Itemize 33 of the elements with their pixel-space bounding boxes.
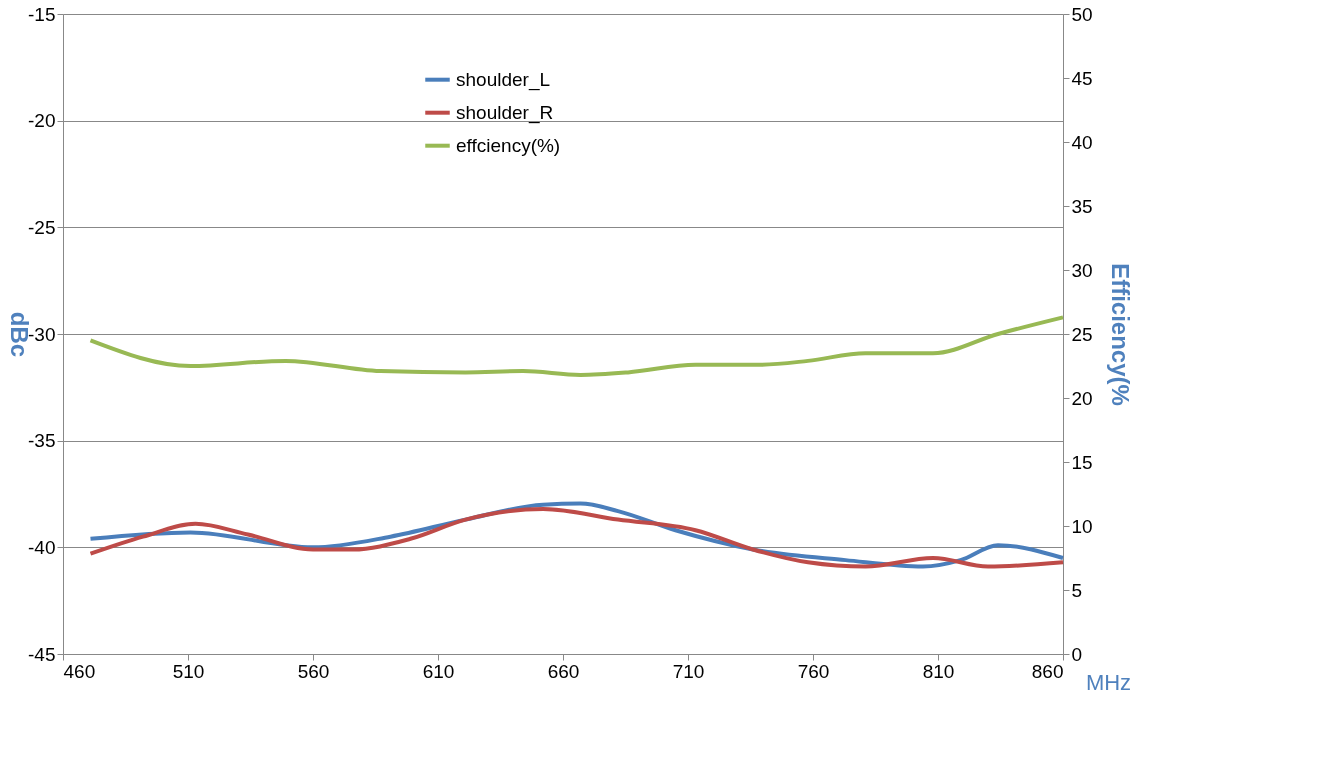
y2-axis-title: Efficiency(% (1106, 263, 1134, 406)
y2-tick-label: 40 (1071, 131, 1093, 153)
y2-tick-label: 45 (1071, 67, 1093, 89)
x-tick-label: 660 (547, 660, 580, 682)
x-tick-label: 760 (797, 660, 830, 682)
y-tick-label: -20 (28, 110, 56, 132)
y2-tick-label: 50 (1071, 3, 1093, 25)
x-tick-label: 810 (922, 660, 955, 682)
y-tick-label: -25 (28, 216, 56, 238)
y-tick-label: -15 (28, 3, 56, 25)
y2-tick-label: 30 (1071, 259, 1093, 281)
legend-label: shoulder_L (456, 68, 551, 91)
x-tick-label: 610 (422, 660, 455, 682)
y2-tick-label: 25 (1071, 323, 1093, 345)
line-series (88, 315, 1065, 377)
y2-tick-label: 15 (1071, 451, 1093, 473)
y-tick-label: -40 (28, 536, 56, 558)
x-tick-label: 860 (1031, 660, 1064, 682)
x-tick-label: 510 (172, 660, 205, 682)
x-tick-label: 560 (297, 660, 330, 682)
y2-tick-label: 0 (1071, 643, 1083, 665)
legend-label: shoulder_R (456, 101, 554, 124)
y2-tick-label: 5 (1071, 579, 1083, 601)
x-axis-title: MHz (1085, 669, 1132, 695)
legend-label: effciency(%) (456, 134, 561, 156)
y2-tick-label: 35 (1071, 195, 1093, 217)
y-tick-label: -30 (28, 323, 56, 345)
y-tick-label: -35 (28, 430, 56, 452)
y-tick-label: -45 (28, 643, 56, 665)
y2-tick-label: 20 (1071, 387, 1093, 409)
y2-tick-label: 10 (1071, 515, 1093, 537)
x-tick-label: 710 (672, 660, 705, 682)
x-tick-label: 460 (63, 660, 96, 682)
